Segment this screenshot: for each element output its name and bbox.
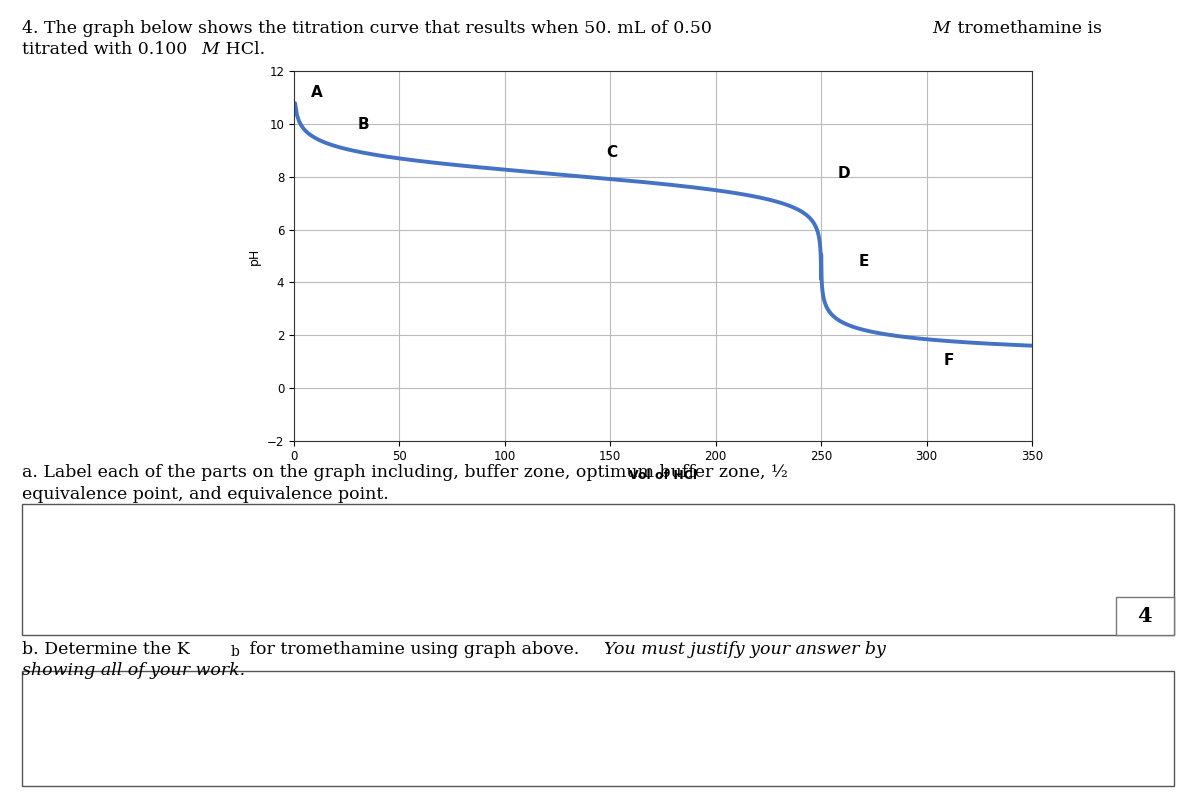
Text: D: D xyxy=(838,166,851,181)
Text: M: M xyxy=(202,41,220,58)
Text: 4. The graph below shows the titration curve that results when 50. mL of 0.50: 4. The graph below shows the titration c… xyxy=(22,20,716,37)
Text: tromethamine is: tromethamine is xyxy=(952,20,1102,37)
Text: equivalence point, and equivalence point.: equivalence point, and equivalence point… xyxy=(22,486,389,503)
Text: a. Label each of the parts on the graph including, buffer zone, optimum buffer z: a. Label each of the parts on the graph … xyxy=(22,464,787,481)
Text: showing all of your work.: showing all of your work. xyxy=(22,662,245,679)
Text: titrated with 0.100: titrated with 0.100 xyxy=(22,41,192,58)
Y-axis label: pH: pH xyxy=(248,248,262,264)
X-axis label: Vol of HCl: Vol of HCl xyxy=(629,469,697,482)
Text: E: E xyxy=(859,254,870,269)
Text: F: F xyxy=(943,353,954,368)
Text: B: B xyxy=(358,118,368,132)
Text: b: b xyxy=(230,645,239,659)
Text: A: A xyxy=(311,86,323,101)
Text: b. Determine the K: b. Determine the K xyxy=(22,641,190,657)
Text: M: M xyxy=(932,20,950,37)
Text: for tromethamine using graph above.: for tromethamine using graph above. xyxy=(244,641,584,657)
Text: HCl.: HCl. xyxy=(220,41,265,58)
Text: 4: 4 xyxy=(1138,606,1152,626)
Text: You must justify your answer by: You must justify your answer by xyxy=(604,641,886,657)
Text: C: C xyxy=(606,145,617,160)
